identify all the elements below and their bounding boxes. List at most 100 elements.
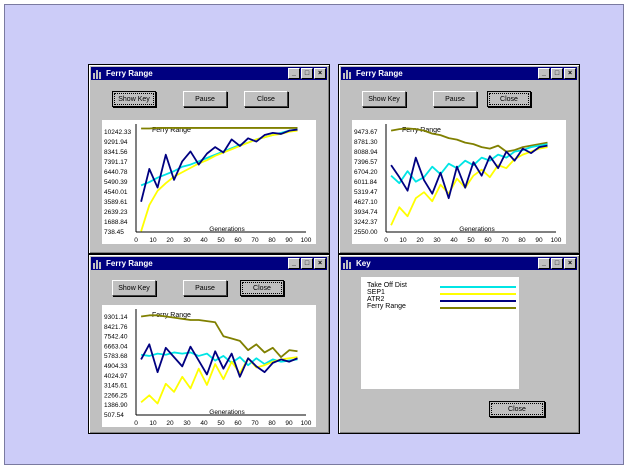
- maximize-button[interactable]: □: [301, 258, 313, 269]
- series-line-0: [141, 127, 298, 130]
- minimize-button[interactable]: _: [538, 68, 550, 79]
- y-tick-label: 8341.56: [104, 149, 128, 156]
- y-tick-label: 7396.57: [354, 159, 378, 166]
- key-legend: Take Off Dist SEP1 ATR2 Ferry Range: [361, 277, 519, 389]
- show-key-button[interactable]: Show Key: [362, 91, 406, 107]
- close-window-button[interactable]: ×: [314, 258, 326, 269]
- series-line-3: [140, 128, 298, 202]
- key-close-button[interactable]: Close: [489, 401, 545, 417]
- series-line-0: [140, 314, 298, 358]
- pause-button[interactable]: Pause: [183, 91, 227, 107]
- x-tick-label: 60: [484, 237, 492, 244]
- ferry-range-window-2: Ferry Range _ □ × Show Key Pause Close 9…: [338, 64, 580, 254]
- series-line-2: [390, 146, 548, 226]
- x-tick-label: 40: [200, 420, 208, 427]
- key-swatch-ferry-range: [440, 307, 516, 309]
- x-tick-label: 50: [217, 237, 225, 244]
- y-tick-label: 507.54: [104, 412, 124, 419]
- y-tick-label: 5490.39: [104, 179, 128, 186]
- x-tick-label: 40: [450, 237, 458, 244]
- series-line-3: [390, 144, 548, 200]
- app-chart-icon: [343, 69, 353, 79]
- close-window-button[interactable]: ×: [564, 258, 576, 269]
- series-line-3: [140, 343, 298, 378]
- x-tick-label: 0: [134, 420, 138, 427]
- title-bar[interactable]: Key _ □ ×: [341, 257, 577, 270]
- minimize-button[interactable]: _: [538, 258, 550, 269]
- key-swatch-atr2: [440, 300, 516, 302]
- title-bar[interactable]: Ferry Range _ □ ×: [91, 257, 327, 270]
- close-window-button[interactable]: ×: [564, 68, 576, 79]
- line-chart: 9301.14 8421.76 7542.40 6663.04 5783.68 4904.…: [104, 309, 312, 427]
- x-tick-label: 20: [166, 420, 174, 427]
- y-tick-label: 9291.94: [104, 139, 128, 146]
- window-title: Ferry Range: [106, 259, 153, 268]
- y-tick-label: 7542.40: [104, 334, 128, 341]
- key-swatch-take-off-dist: [440, 286, 516, 288]
- y-tick-label: 6440.78: [104, 169, 128, 176]
- key-label-ferry-range: Ferry Range: [367, 303, 406, 310]
- x-tick-label: 90: [535, 237, 543, 244]
- x-axis-label: Generations: [209, 226, 245, 233]
- y-tick-label: 6011.84: [354, 179, 377, 186]
- y-tick-label: 6663.04: [104, 343, 128, 350]
- key-label-atr2: ATR2: [367, 296, 385, 303]
- series-line-2: [140, 129, 298, 232]
- x-tick-label: 50: [467, 237, 475, 244]
- x-axis-label: Generations: [459, 226, 495, 233]
- series-line-0: [390, 127, 548, 153]
- minimize-button[interactable]: _: [288, 258, 300, 269]
- title-bar[interactable]: Ferry Range _ □ ×: [91, 67, 327, 80]
- close-button[interactable]: Close: [244, 91, 288, 107]
- y-tick-label: 3145.61: [104, 383, 128, 390]
- y-tick-label: 8421.76: [104, 324, 128, 331]
- close-button[interactable]: Close: [240, 280, 284, 296]
- y-tick-label: 5319.47: [354, 189, 378, 196]
- y-tick-label: 3589.61: [104, 199, 128, 206]
- x-tick-label: 60: [234, 237, 242, 244]
- x-tick-label: 10: [149, 420, 157, 427]
- ferry-range-window-1: Ferry Range _ □ × Show Key Pause Close 1…: [88, 64, 330, 254]
- maximize-button[interactable]: □: [301, 68, 313, 79]
- x-tick-label: 0: [384, 237, 388, 244]
- y-tick-label: 5783.68: [104, 353, 128, 360]
- x-tick-label: 0: [134, 237, 138, 244]
- x-tick-label: 70: [501, 237, 509, 244]
- key-window: Key _ □ × Take Off Dist SEP1 ATR2 Ferry …: [338, 254, 580, 434]
- line-chart: 9473.67 8781.30 8088.94 7396.57 6704.20 6011.…: [354, 124, 562, 244]
- pause-button[interactable]: Pause: [183, 280, 227, 296]
- maximize-button[interactable]: □: [551, 68, 563, 79]
- close-button[interactable]: Close: [487, 91, 531, 107]
- x-tick-label: 10: [399, 237, 407, 244]
- y-tick-label: 2639.23: [104, 209, 128, 216]
- y-tick-label: 738.45: [104, 229, 124, 236]
- minimize-button[interactable]: _: [288, 68, 300, 79]
- key-label-sep1: SEP1: [367, 289, 385, 296]
- x-tick-label: 70: [251, 420, 259, 427]
- show-key-button[interactable]: Show Key: [112, 280, 156, 296]
- y-tick-label: 4540.01: [104, 189, 128, 196]
- window-title: Key: [356, 259, 371, 268]
- chart-area: 9301.14 8421.76 7542.40 6663.04 5783.68 4904.…: [102, 305, 316, 427]
- close-window-button[interactable]: ×: [314, 68, 326, 79]
- window-title: Ferry Range: [356, 69, 403, 78]
- x-tick-label: 10: [149, 237, 157, 244]
- x-tick-label: 50: [217, 420, 225, 427]
- x-tick-label: 80: [518, 237, 526, 244]
- slide-background: Ferry Range _ □ × Show Key Pause Close 1…: [4, 4, 624, 465]
- show-key-button[interactable]: Show Key: [112, 91, 156, 107]
- x-tick-label: 70: [251, 237, 259, 244]
- y-tick-label: 1688.84: [104, 219, 128, 226]
- y-tick-label: 4024.97: [104, 373, 128, 380]
- y-tick-label: 8781.30: [354, 139, 378, 146]
- x-tick-label: 40: [200, 237, 208, 244]
- pause-button[interactable]: Pause: [433, 91, 477, 107]
- x-tick-label: 20: [416, 237, 424, 244]
- title-bar[interactable]: Ferry Range _ □ ×: [341, 67, 577, 80]
- y-tick-label: 2266.25: [104, 392, 128, 399]
- x-tick-label: 30: [433, 237, 441, 244]
- y-tick-label: 9301.14: [104, 314, 128, 321]
- y-tick-label: 4627.10: [354, 199, 378, 206]
- app-chart-icon: [343, 259, 353, 269]
- maximize-button[interactable]: □: [551, 258, 563, 269]
